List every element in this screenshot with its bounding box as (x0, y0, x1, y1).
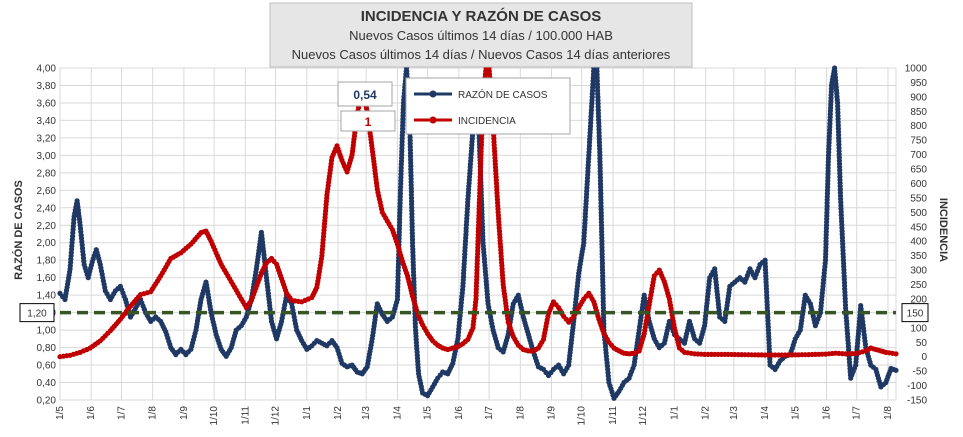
legend-box (405, 77, 571, 135)
incidencia-value: 1 (365, 115, 372, 129)
x-tick-label: 1/10 (577, 406, 588, 426)
right-tick-label: 700 (910, 150, 927, 161)
razon-value: 0,54 (353, 88, 377, 102)
x-tick-label: 1/3 (729, 406, 740, 420)
x-tick-label: 1/4 (760, 406, 771, 420)
razon-value-box (337, 81, 393, 107)
x-tick-label: 1/1 (669, 406, 680, 420)
right-tick-label: 650 (910, 165, 927, 176)
right-tick-label: 500 (910, 208, 927, 219)
left-tick-label: 3,00 (37, 151, 57, 162)
data-point (893, 351, 899, 357)
right-tick-label: 50 (916, 338, 928, 349)
left-tick-label: 0,80 (37, 343, 57, 354)
right-tick-label: 300 (910, 266, 927, 277)
reference-left-label: 1,20 (27, 309, 47, 320)
title-box (269, 2, 693, 68)
x-tick-label: 1/8 (515, 406, 526, 420)
right-tick-label: 450 (910, 222, 927, 233)
left-tick-label: 2,00 (37, 238, 57, 249)
right-tick-label: 950 (910, 78, 927, 89)
right-tick-label: 1000 (905, 64, 928, 75)
right-tick-label: 800 (910, 121, 927, 132)
right-tick-label: 850 (910, 107, 927, 118)
right-tick-label: 100 (910, 323, 927, 334)
right-tick-label: 750 (910, 136, 927, 147)
legend-marker-incidencia (429, 116, 437, 124)
left-axis-ticks: 0,200,400,600,801,001,201,401,601,802,00… (37, 64, 57, 407)
legend: RAZÓN DE CASOS INCIDENCIA (405, 77, 571, 135)
x-tick-label: 1/5 (423, 406, 434, 420)
series-razon (57, 65, 899, 401)
x-tick-label: 1/2 (701, 406, 712, 420)
legend-label-razon: RAZÓN DE CASOS (458, 88, 548, 101)
right-tick-label: 250 (910, 280, 927, 291)
x-tick-label: 1/9 (179, 406, 190, 420)
reference-left-box (19, 303, 55, 323)
x-tick-label: 1/2 (333, 406, 344, 420)
x-tick-label: 1/7 (852, 406, 863, 420)
x-tick-label: 1/1 (302, 406, 313, 420)
reference-right-box (901, 303, 929, 323)
x-tick-label: 1/7 (484, 406, 495, 420)
right-tick-label: 200 (910, 294, 927, 305)
left-tick-label: 2,40 (37, 203, 57, 214)
right-axis-ticks: -150 -100 -50 0 50 100 150 200 250 300 350 400 450 50… (905, 64, 928, 407)
left-tick-label: 4,00 (37, 64, 57, 75)
x-tick-label: 1/9 (547, 406, 558, 420)
x-tick-label: 1/11 (608, 406, 619, 425)
chart-subtitle-2: Nuevos Casos últimos 14 días / Nuevos Ca… (292, 47, 671, 62)
left-tick-label: 1,00 (37, 326, 57, 337)
right-tick-label: 550 (910, 193, 927, 204)
x-tick-label: 1/6 (822, 406, 833, 420)
left-tick-label: 0,40 (37, 378, 57, 389)
right-tick-label: -150 (907, 396, 927, 407)
right-tick-label: 400 (910, 237, 927, 248)
legend-marker-razon (429, 90, 437, 98)
left-tick-label: 1,80 (37, 256, 57, 267)
left-tick-label: 3,20 (37, 133, 57, 144)
left-axis-title: RAZÓN DE CASOS (12, 180, 25, 280)
x-tick-label: 1/6 (86, 406, 97, 420)
x-tick-label: 1/3 (361, 406, 372, 420)
x-tick-label: 1/11 (240, 406, 251, 425)
x-tick-label: 1/4 (392, 406, 403, 420)
left-tick-label: 1,40 (37, 291, 57, 302)
legend-label-incidencia: INCIDENCIA (458, 116, 516, 127)
chart-subtitle-1: Nuevos Casos últimos 14 días / 100.000 H… (349, 28, 613, 43)
right-axis-title: INCIDENCIA (937, 198, 949, 262)
left-tick-label: 2,60 (37, 186, 57, 197)
right-tick-label: 350 (910, 251, 927, 262)
right-tick-label: 0 (921, 352, 927, 363)
left-tick-label: 3,40 (37, 116, 57, 127)
left-tick-label: 3,60 (37, 98, 57, 109)
left-tick-label: 0,60 (37, 361, 57, 372)
x-tick-label: 1/7 (116, 406, 127, 420)
data-point (893, 367, 899, 373)
right-tick-label: -100 (907, 381, 927, 392)
chart-title: INCIDENCIA Y RAZÓN DE CASOS (361, 7, 602, 25)
left-tick-label: 2,20 (37, 221, 57, 232)
right-tick-label: 900 (910, 92, 927, 103)
x-tick-label: 1/8 (883, 406, 894, 420)
x-tick-label: 1/12 (638, 406, 649, 426)
reference-right-label: 150 (907, 309, 924, 320)
x-tick-label: 1/10 (209, 406, 220, 426)
x-tick-label: 1/8 (148, 406, 159, 420)
left-tick-label: 3,80 (37, 81, 57, 92)
x-tick-label: 1/5 (55, 406, 66, 420)
left-tick-label: 0,20 (37, 396, 57, 407)
right-tick-label: -50 (913, 367, 928, 378)
x-tick-label: 1/5 (790, 406, 801, 420)
incidencia-value-box (340, 110, 396, 132)
reference-line-layer: 1,20 150 (19, 303, 929, 323)
right-tick-label: 600 (910, 179, 927, 190)
left-tick-label: 1,60 (37, 273, 57, 284)
x-tick-label: 1/6 (454, 406, 465, 420)
x-axis-ticks: 1/5 1/6 1/7 1/8 1/9 1/10 1/11 1/12 1/1 1/2 1/3 1/4 1… (55, 406, 894, 426)
x-tick-label: 1/12 (271, 406, 282, 426)
left-tick-label: 2,80 (37, 168, 57, 179)
